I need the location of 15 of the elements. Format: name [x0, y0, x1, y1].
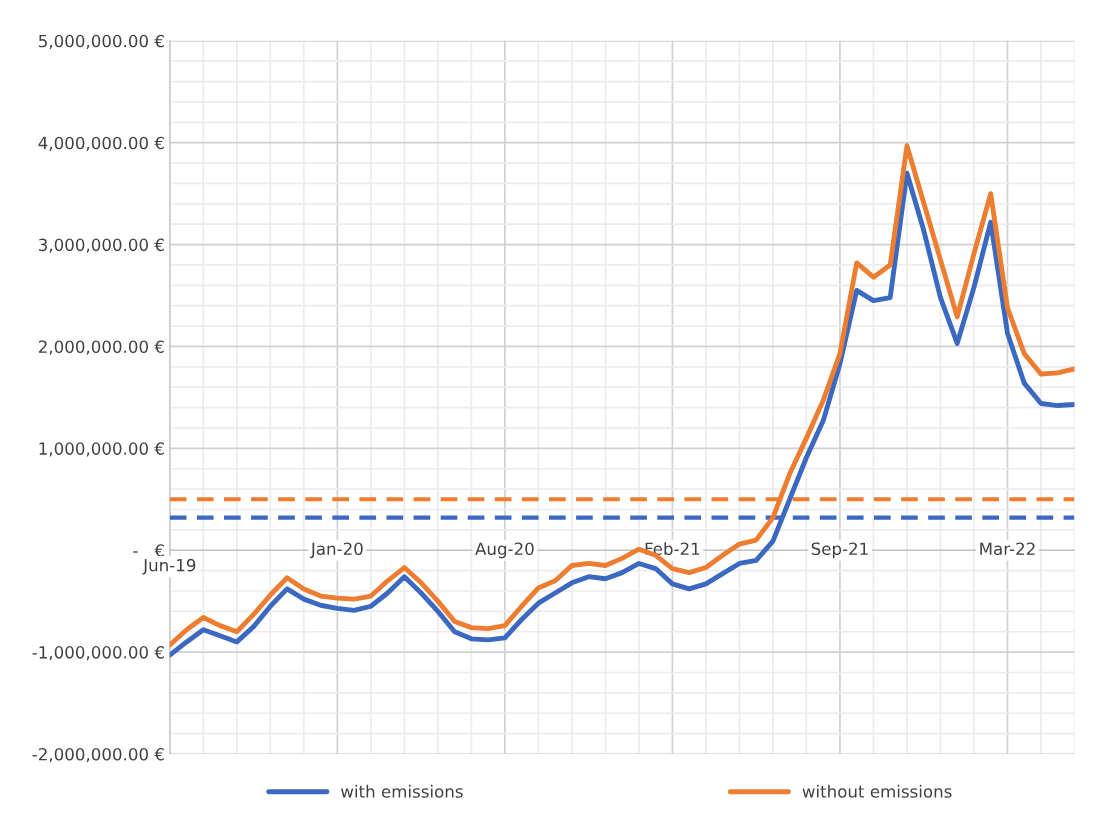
- y-tick-label: -2,000,000.00 €: [32, 747, 164, 763]
- x-tick-label: Aug-20: [475, 542, 534, 559]
- x-tick-label: Mar-22: [980, 542, 1035, 556]
- x-tick-label: Sep-21: [811, 542, 868, 559]
- x-tick-label: Jan-20: [310, 542, 363, 559]
- y-tick-label: 3,000,000.00 €: [39, 238, 164, 253]
- y-tick-label: -1,000,000.00 €: [32, 646, 164, 661]
- legend-label: without emissions: [802, 784, 952, 798]
- y-tick-label: 2,000,000.00 €: [38, 340, 164, 355]
- y-tick-label: 1,000,000.00 €: [39, 442, 164, 457]
- y-tick-label: 4,000,000.00 €: [38, 136, 164, 151]
- x-tick-label: Feb-21: [645, 542, 700, 556]
- legend-label: with emissions: [341, 784, 463, 798]
- x-tick-label: Jun-19: [142, 558, 196, 575]
- y-tick-label: 5,000,000.00 €: [39, 34, 164, 50]
